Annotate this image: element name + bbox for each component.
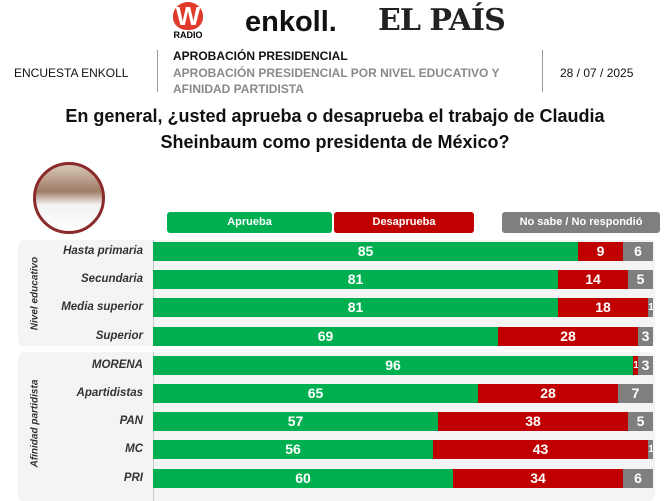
bar-segment-desaprueba: 14 (558, 270, 628, 289)
bar-segment-desaprueba: 34 (453, 469, 623, 488)
bar-segment-aprueba: 60 (153, 469, 453, 488)
bar-segment-aprueba: 96 (153, 356, 633, 375)
el-pais-logo: EL PAÍS (378, 3, 506, 38)
category-label: Apartidistas (76, 387, 143, 399)
bar-segment-desaprueba: 9 (578, 242, 623, 261)
bar-segment-no: 7 (618, 384, 653, 403)
bar-segment-aprueba: 65 (153, 384, 478, 403)
bar-segment-aprueba: 81 (153, 298, 558, 317)
bar-segment-desaprueba: 28 (498, 327, 638, 346)
category-label: MC (125, 443, 143, 455)
bar-segment-no: 5 (628, 270, 653, 289)
legend-item: Desaprueba (334, 212, 474, 233)
enkoll-logo: enkoll. (245, 6, 337, 38)
bar-segment-desaprueba: 1 (633, 356, 638, 375)
divider (157, 50, 158, 92)
category-label: Secundaria (81, 273, 143, 285)
legend-item: Aprueba (167, 212, 332, 233)
bar-segment-no: 6 (623, 242, 653, 261)
category-label: Media superior (61, 301, 143, 313)
bar-segment-no: 1 (648, 298, 653, 317)
w-logo-sub: RADIO (173, 30, 203, 40)
bar-segment-aprueba: 57 (153, 412, 438, 431)
bar-segment-no: 3 (638, 327, 653, 346)
group-label: Nivel educativo (29, 256, 41, 331)
report-title: APROBACIÓN PRESIDENCIAL (173, 49, 348, 63)
survey-name: ENCUESTA ENKOLL (14, 66, 129, 80)
report-subtitle: APROBACIÓN PRESIDENCIAL POR NIVEL EDUCAT… (173, 66, 500, 96)
bar-segment-no: 5 (628, 412, 653, 431)
bar-segment-aprueba: 56 (153, 440, 433, 459)
axis-line (153, 240, 154, 346)
category-label: Superior (95, 330, 143, 342)
bar-segment-desaprueba: 28 (478, 384, 618, 403)
bar-segment-desaprueba: 38 (438, 412, 628, 431)
question-title: En general, ¿usted aprueba o desaprueba … (65, 106, 605, 152)
category-label: Hasta primaria (63, 245, 143, 257)
group-label: Afinidad partidista (29, 379, 41, 468)
legend-item: No sabe / No respondió (502, 212, 660, 233)
president-photo (33, 162, 105, 234)
w-radio-logo: W RADIO (160, 2, 216, 46)
bar-segment-aprueba: 85 (153, 242, 578, 261)
category-label: PRI (123, 472, 143, 484)
bar-segment-desaprueba: 43 (433, 440, 648, 459)
category-label: MORENA (91, 359, 143, 371)
category-label: PAN (119, 415, 143, 427)
bar-segment-desaprueba: 18 (558, 298, 648, 317)
bar-segment-aprueba: 81 (153, 270, 558, 289)
bar-segment-no: 1 (648, 440, 653, 459)
report-date: 28 / 07 / 2025 (560, 66, 634, 80)
w-logo-mark: W (173, 2, 203, 30)
divider (542, 50, 543, 92)
bar-segment-no: 6 (623, 469, 653, 488)
bar-segment-no: 3 (638, 356, 653, 375)
bar-segment-aprueba: 69 (153, 327, 498, 346)
